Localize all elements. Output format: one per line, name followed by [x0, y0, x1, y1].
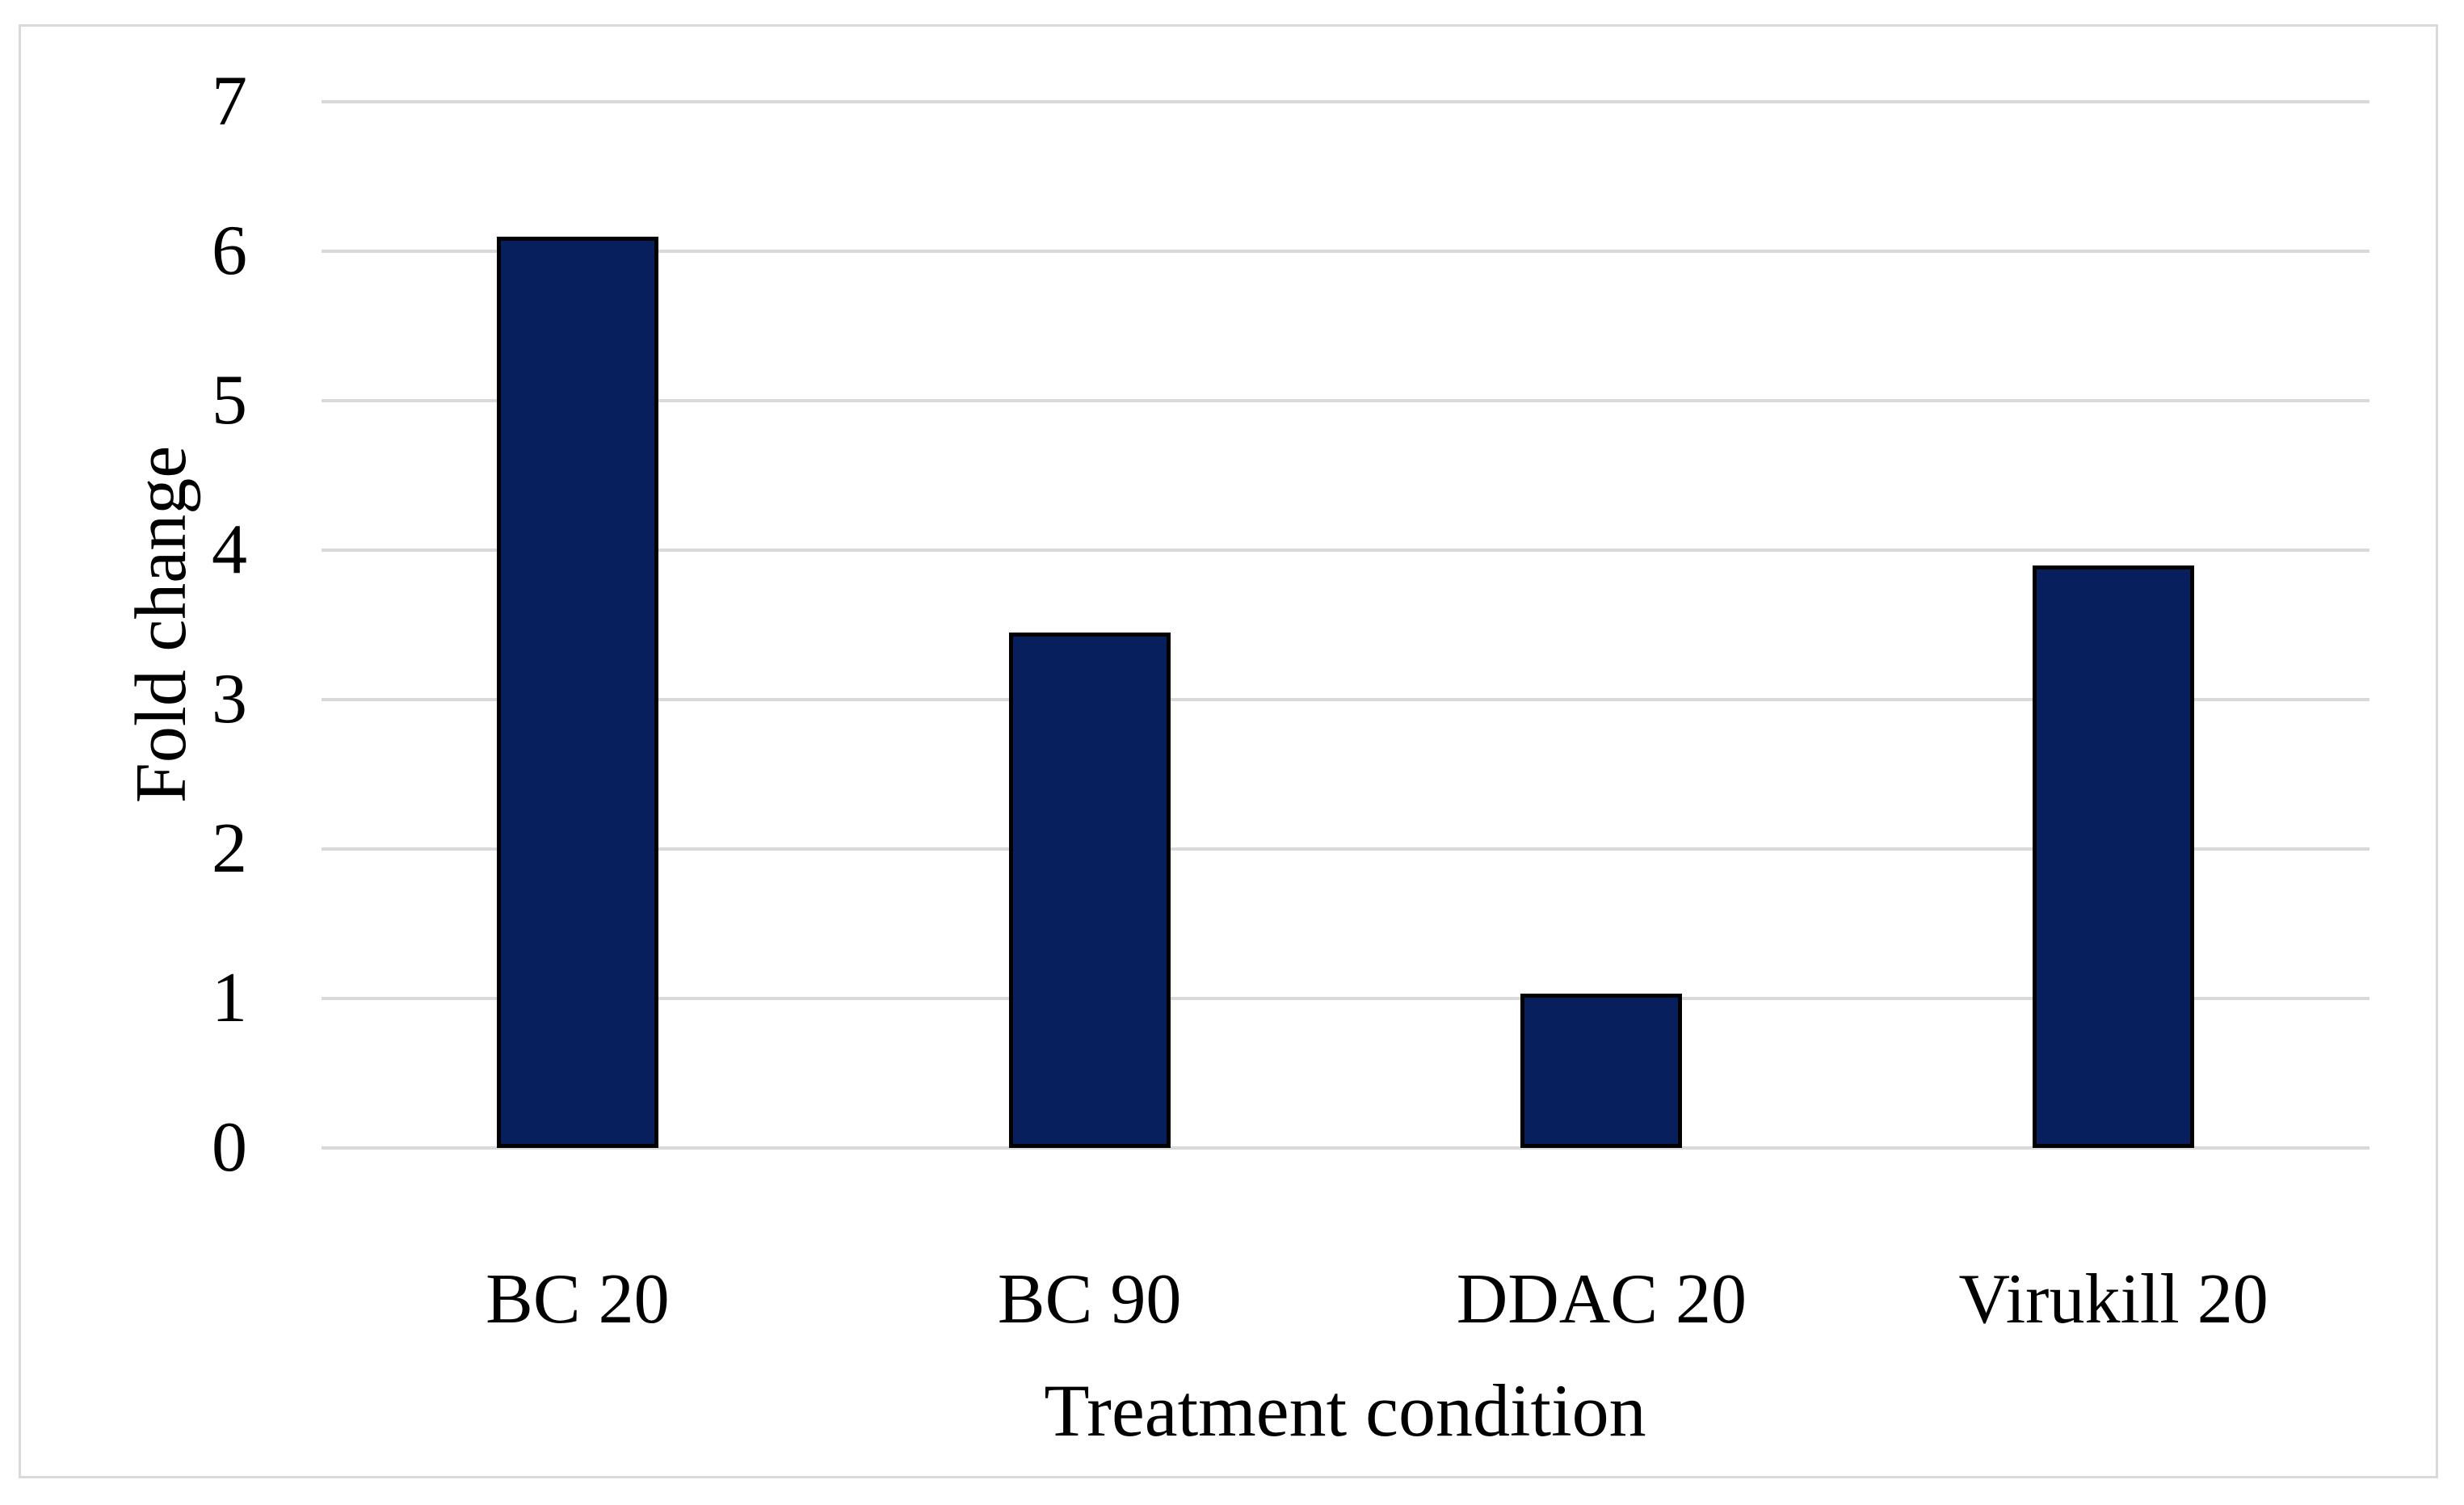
y-tick-label-5: 5	[212, 361, 247, 439]
y-tick-label-6: 6	[212, 212, 247, 290]
y-tick-label-0: 0	[212, 1108, 247, 1187]
y-tick-label-3: 3	[212, 660, 247, 738]
gridline-y-5	[322, 399, 2369, 402]
bar-virukill-20	[2033, 565, 2195, 1148]
gridline-y-4	[322, 549, 2369, 553]
y-tick-label-2: 2	[212, 809, 247, 888]
y-tick-label-7: 7	[212, 62, 247, 141]
x-category-label-ddac-20: DDAC 20	[1456, 1260, 1747, 1339]
chart-frame: 0 1 2 3 4 5 6 7 Fold change BC 20 BC 90 DDAC 20 Vi…	[19, 24, 2438, 1478]
y-tick-label-1: 1	[212, 959, 247, 1037]
x-category-label-bc-90: BC 90	[997, 1260, 1182, 1339]
bar-bc-90	[1008, 632, 1171, 1148]
x-category-label-virukill-20: Virukill 20	[1958, 1260, 2268, 1339]
bar-bc-20	[496, 236, 658, 1148]
bar-ddac-20	[1520, 994, 1683, 1148]
gridline-y-3	[322, 698, 2369, 701]
x-category-label-bc-20: BC 20	[486, 1260, 670, 1339]
y-axis-title: Fold change	[121, 445, 201, 804]
x-axis-category-labels: BC 20 BC 90 DDAC 20 Virukill 20	[322, 1260, 2369, 1343]
gridline-y-7	[322, 100, 2369, 103]
plot-area	[322, 100, 2369, 1150]
gridline-y-6	[322, 250, 2369, 253]
y-tick-label-4: 4	[212, 511, 247, 589]
gridline-y-2	[322, 847, 2369, 851]
x-axis-title: Treatment condition	[1044, 1369, 1646, 1452]
gridline-y-1	[322, 997, 2369, 1001]
gridline-y-0	[322, 1146, 2369, 1150]
